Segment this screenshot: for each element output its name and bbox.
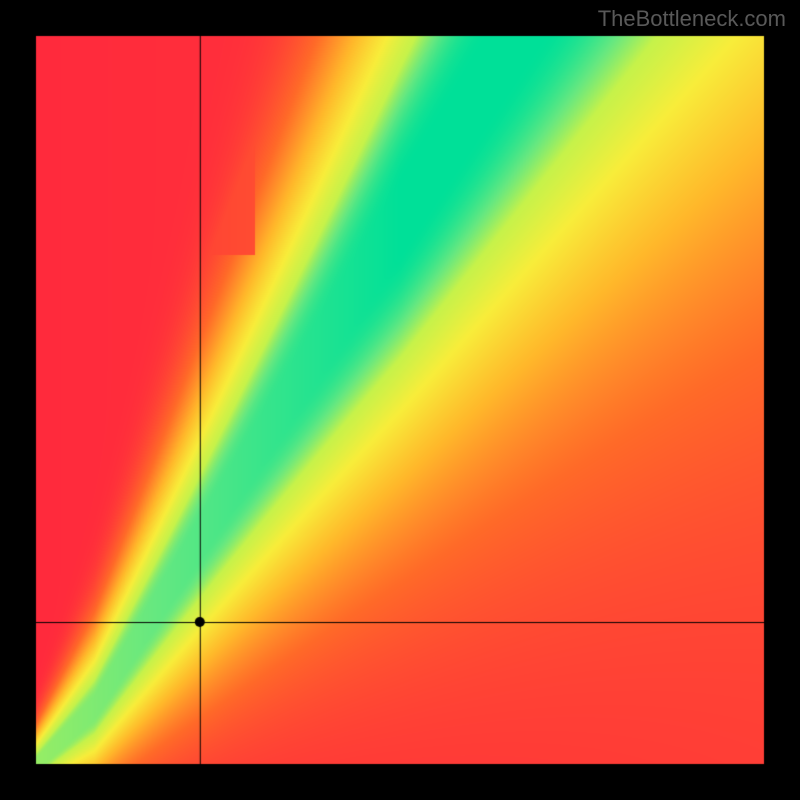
chart-container: TheBottleneck.com <box>0 0 800 800</box>
watermark-text: TheBottleneck.com <box>598 6 786 32</box>
bottleneck-heatmap <box>0 0 800 800</box>
